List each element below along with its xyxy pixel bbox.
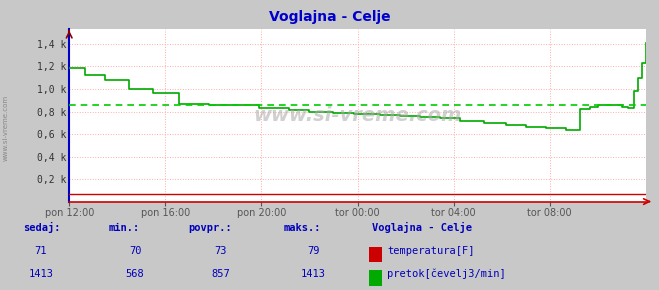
Text: 70: 70 <box>129 246 141 256</box>
Text: www.si-vreme.com: www.si-vreme.com <box>2 95 9 161</box>
Text: povpr.:: povpr.: <box>188 222 231 233</box>
Text: 71: 71 <box>35 246 47 256</box>
Text: maks.:: maks.: <box>283 222 321 233</box>
Text: temperatura[F]: temperatura[F] <box>387 246 475 256</box>
Text: Voglajna - Celje: Voglajna - Celje <box>269 10 390 24</box>
Text: min.:: min.: <box>109 222 140 233</box>
Text: 79: 79 <box>307 246 319 256</box>
Text: 73: 73 <box>215 246 227 256</box>
Text: 568: 568 <box>126 269 144 279</box>
Text: 1413: 1413 <box>28 269 53 279</box>
Text: 857: 857 <box>212 269 230 279</box>
Text: 1413: 1413 <box>301 269 326 279</box>
Text: www.si-vreme.com: www.si-vreme.com <box>253 106 462 125</box>
Text: pretok[čevelj3/min]: pretok[čevelj3/min] <box>387 269 506 279</box>
Text: sedaj:: sedaj: <box>23 222 61 233</box>
Text: Voglajna - Celje: Voglajna - Celje <box>372 222 473 233</box>
